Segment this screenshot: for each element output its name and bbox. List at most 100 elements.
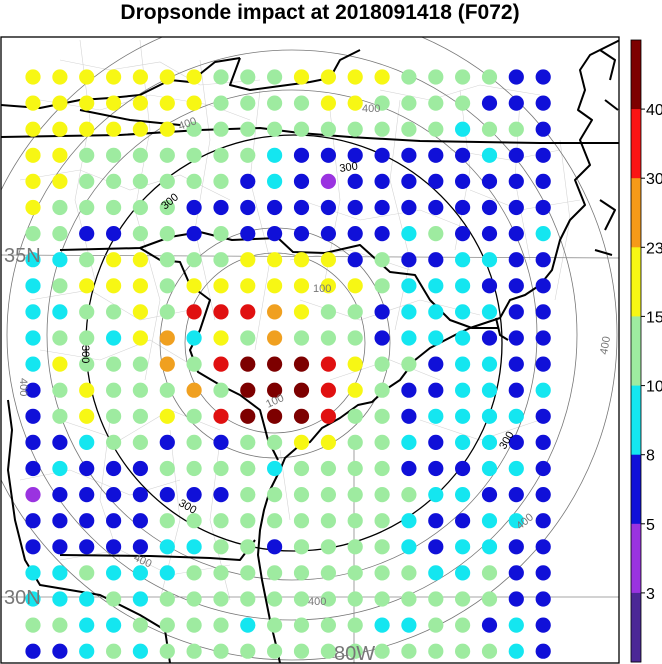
impact-dot: [535, 513, 551, 529]
impact-dot: [25, 487, 41, 503]
impact-dot: [186, 513, 202, 529]
impact-dot: [347, 513, 363, 529]
impact-dot: [455, 460, 471, 477]
colorbar-swatch: [631, 523, 641, 594]
impact-dot: [213, 565, 229, 581]
impact-dot: [401, 304, 417, 320]
impact-dot: [79, 278, 95, 294]
impact-dot: [186, 121, 202, 137]
impact-dot: [293, 304, 310, 320]
impact-dot: [186, 408, 202, 424]
impact-dot: [481, 408, 498, 424]
impact-dot: [401, 382, 417, 398]
lat-label-30n: 30N: [4, 587, 41, 609]
impact-dot: [240, 226, 256, 242]
impact-dot: [481, 173, 498, 189]
impact-dot: [267, 591, 283, 607]
impact-dot: [293, 643, 310, 659]
impact-dot: [267, 487, 283, 503]
impact-dot: [159, 382, 175, 398]
impact-dot: [320, 643, 336, 659]
impact-dot: [240, 643, 256, 659]
impact-dot: [320, 173, 336, 189]
impact-dot: [347, 539, 363, 555]
impact-dot: [106, 252, 122, 268]
impact-dot: [481, 356, 498, 372]
impact-dot: [320, 226, 336, 242]
impact-dot: [293, 356, 310, 372]
impact-dot: [347, 487, 363, 503]
impact-dot: [347, 356, 363, 372]
impact-dot: [374, 278, 390, 294]
impact-dot: [535, 617, 551, 633]
impact-dot: [25, 382, 41, 398]
impact-dot: [535, 487, 551, 503]
impact-dot: [186, 147, 202, 163]
impact-dot: [401, 591, 417, 607]
impact-dot: [186, 643, 202, 659]
impact-dot: [293, 539, 310, 555]
impact-dot: [132, 252, 148, 268]
impact-dot: [347, 330, 363, 346]
colorbar-label: 40: [646, 102, 662, 119]
impact-dot: [535, 565, 551, 581]
impact-dot: [481, 304, 498, 320]
impact-dot: [267, 330, 283, 346]
ring-label-300-c: 300: [79, 345, 91, 363]
impact-dot: [293, 147, 310, 163]
impact-dot: [186, 226, 202, 242]
impact-dot: [455, 121, 471, 137]
impact-dot: [159, 199, 175, 216]
impact-dot: [186, 382, 202, 398]
impact-dot: [213, 356, 229, 372]
impact-dot: [481, 539, 498, 555]
impact-dot: [428, 591, 444, 607]
impact-dot: [52, 69, 68, 85]
colorbar-label: 8: [646, 448, 655, 465]
impact-dot: [374, 330, 390, 346]
impact-dot: [79, 460, 95, 477]
impact-dot: [428, 617, 444, 633]
impact-dot: [535, 95, 551, 111]
impact-dot: [106, 513, 122, 529]
impact-dot: [508, 304, 524, 320]
impact-dot: [186, 460, 202, 477]
impact-dot: [25, 356, 41, 372]
impact-dot: [79, 226, 95, 242]
impact-dot: [79, 330, 95, 346]
impact-dot: [25, 643, 41, 659]
impact-dot: [240, 304, 256, 320]
impact-dot: [428, 121, 444, 137]
ring-label-300-a: 300: [339, 161, 359, 175]
impact-dot: [293, 382, 310, 398]
impact-dot: [52, 513, 68, 529]
impact-dot: [347, 304, 363, 320]
impact-dot: [320, 252, 336, 268]
impact-dot: [508, 173, 524, 189]
impact-dot: [455, 304, 471, 320]
impact-dot: [106, 69, 122, 85]
impact-dot: [159, 304, 175, 320]
impact-dot: [293, 226, 310, 242]
impact-dot: [186, 252, 202, 268]
impact-dot: [186, 434, 202, 450]
impact-dot: [52, 434, 68, 450]
impact-dot: [267, 356, 283, 372]
impact-dot: [79, 617, 95, 633]
impact-dot: [267, 617, 283, 633]
impact-dot: [320, 434, 336, 450]
impact-dot: [267, 460, 283, 477]
impact-dot: [428, 539, 444, 555]
impact-dot: [428, 513, 444, 529]
impact-dot: [132, 199, 148, 216]
impact-dot: [347, 121, 363, 137]
impact-dot: [25, 226, 41, 242]
impact-dot: [374, 434, 390, 450]
impact-dot: [535, 304, 551, 320]
impact-dot: [52, 252, 68, 268]
impact-dot: [401, 199, 417, 216]
impact-dot: [106, 173, 122, 189]
impact-dot: [132, 591, 148, 607]
impact-dot: [159, 173, 175, 189]
impact-dot: [267, 539, 283, 555]
